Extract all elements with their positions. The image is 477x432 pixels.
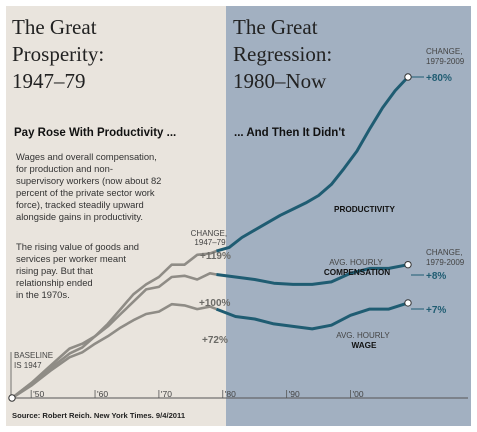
x-tick-label: '70: [161, 389, 172, 399]
end-markers: [8, 73, 412, 402]
x-tick-label: '60: [97, 389, 108, 399]
wage-end-point: [404, 299, 412, 307]
change-1947-79-label: CHANGE, 1947–79: [191, 229, 230, 247]
compensation-end-point: [404, 260, 412, 269]
x-tick-label: '50: [33, 389, 44, 399]
left-body-2: The rising value of goods and services p…: [16, 241, 142, 300]
change-1979-2009-label-top: CHANGE, 1979-2009: [426, 47, 465, 66]
x-tick-label: '80: [225, 389, 236, 399]
left-panel-bg: [6, 6, 226, 426]
productivity-line-1947-79: [11, 249, 217, 400]
left-subtitle: Pay Rose With Productivity ...: [14, 127, 176, 139]
compensation-line-1947-79: [11, 272, 217, 400]
left-title: The Great Prosperity: 1947–79: [12, 15, 109, 93]
x-tick-label: '90: [289, 389, 300, 399]
x-tick-label: '00: [353, 389, 364, 399]
right-panel-bg: [226, 6, 471, 426]
pre-1979-lines: [11, 249, 217, 400]
compensation-line-1979-2009: [216, 263, 409, 286]
wage-line-1947-79: [11, 302, 217, 400]
left-body-1: Wages and overall compensation, for prod…: [16, 151, 164, 222]
productivity-line-1979-2009: [215, 75, 410, 253]
right-subtitle: ... And Then It Didn't: [234, 127, 345, 139]
change-1947-79-wage: +72%: [202, 335, 228, 346]
change-1979-2009-productivity: +80%: [426, 73, 452, 84]
change-1947-79-productivity: +119%: [200, 251, 231, 262]
change-1979-2009-wage: +7%: [426, 305, 446, 316]
baseline-label: BASELINE IS 1947: [14, 351, 55, 370]
x-axis-ticks: '50 '60 '70 '80 '90 '00: [30, 389, 364, 399]
change-1979-2009-compensation: +8%: [426, 271, 446, 282]
baseline-point: [8, 394, 16, 402]
source-note: Source: Robert Reich. New York Times. 9/…: [12, 411, 186, 420]
change-1947-79-compensation: +100%: [199, 298, 231, 309]
post-1979-lines: [215, 75, 410, 331]
right-title: The Great Regression: 1980–Now: [233, 15, 337, 93]
wage-label: AVG. HOURLY WAGE: [336, 331, 392, 350]
productivity-end-point: [404, 73, 412, 81]
compensation-label: AVG. HOURLY COMPENSATION: [324, 258, 390, 277]
change-1979-2009-label-mid: CHANGE, 1979-2009: [426, 248, 465, 267]
productivity-label: PRODUCTIVITY: [334, 205, 395, 214]
wage-line-1979-2009: [215, 301, 409, 331]
